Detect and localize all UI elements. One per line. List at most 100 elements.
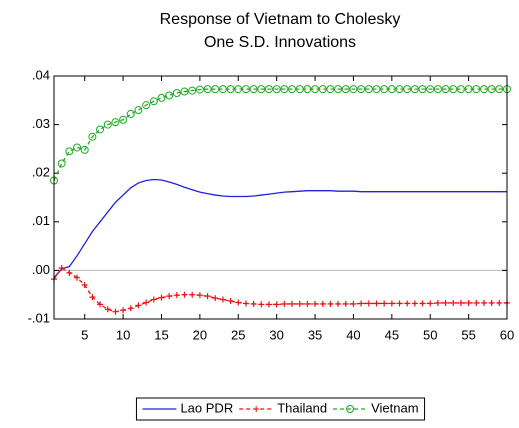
data-point — [303, 85, 312, 94]
y-tick-label: .04 — [32, 67, 50, 82]
legend-item: Lao PDR — [142, 400, 233, 415]
data-point — [89, 294, 96, 301]
legend-label: Lao PDR — [180, 400, 233, 415]
data-point — [74, 274, 81, 281]
data-point — [265, 301, 272, 308]
y-tick-label: -.01 — [28, 310, 50, 325]
data-point — [235, 299, 242, 306]
data-point — [426, 85, 435, 94]
data-point — [189, 291, 196, 298]
data-point — [126, 109, 135, 118]
data-point — [487, 85, 496, 94]
data-point — [234, 85, 243, 94]
data-point — [226, 85, 235, 94]
legend-label: Vietnam — [371, 400, 418, 415]
data-point — [120, 307, 127, 314]
x-tick-label: 15 — [154, 327, 168, 342]
x-tick-label: 35 — [308, 327, 322, 342]
data-point — [73, 143, 82, 152]
legend-item: Thailand — [239, 400, 327, 415]
data-point — [473, 299, 480, 306]
data-point — [97, 301, 104, 308]
data-point — [112, 308, 119, 315]
data-point — [372, 85, 381, 94]
data-point — [327, 300, 334, 307]
legend-label: Thailand — [277, 400, 327, 415]
x-tick-label: 50 — [423, 327, 437, 342]
x-tick-label: 30 — [269, 327, 283, 342]
legend-marker — [253, 406, 260, 412]
data-point — [365, 300, 372, 307]
data-point — [342, 300, 349, 307]
data-point — [119, 115, 128, 124]
data-point — [450, 299, 457, 306]
x-tick-label: 10 — [116, 327, 130, 342]
data-point — [403, 85, 412, 94]
data-point — [103, 120, 112, 129]
data-point — [135, 302, 142, 309]
data-point — [418, 85, 427, 94]
x-tick-label: 20 — [193, 327, 207, 342]
data-point — [433, 85, 442, 94]
y-tick-label: .03 — [32, 116, 50, 131]
data-point — [411, 300, 418, 307]
data-point — [264, 85, 273, 94]
data-point — [65, 147, 74, 156]
data-point — [149, 97, 158, 106]
data-point — [66, 269, 73, 276]
data-point — [57, 159, 66, 168]
data-point — [296, 300, 303, 307]
x-tick-label: 55 — [461, 327, 475, 342]
data-point — [464, 85, 473, 94]
data-point — [172, 89, 181, 98]
y-tick-label: .01 — [32, 213, 50, 228]
data-point — [479, 85, 488, 94]
data-point — [318, 85, 327, 94]
data-point — [203, 85, 212, 94]
data-point — [319, 300, 326, 307]
data-point — [81, 281, 88, 288]
data-point — [396, 300, 403, 307]
data-point — [58, 264, 65, 271]
x-tick-label: 25 — [231, 327, 245, 342]
data-point — [373, 300, 380, 307]
chart-subtitle: One S.D. Innovations — [204, 34, 356, 51]
data-point — [258, 301, 265, 308]
data-point — [358, 300, 365, 307]
data-point — [143, 299, 150, 306]
data-point — [219, 296, 226, 303]
data-point — [381, 300, 388, 307]
x-tick-label: 60 — [500, 327, 514, 342]
data-point — [334, 85, 343, 94]
data-point — [364, 85, 373, 94]
data-point — [341, 85, 350, 94]
data-point — [289, 300, 296, 307]
data-point — [456, 85, 465, 94]
data-point — [312, 300, 319, 307]
data-point — [204, 293, 211, 300]
data-point — [249, 85, 258, 94]
data-point — [495, 85, 504, 94]
data-point — [419, 300, 426, 307]
data-point — [257, 85, 266, 94]
legend-item: Vietnam — [333, 400, 419, 415]
data-point — [80, 145, 89, 154]
x-tick-label: 40 — [346, 327, 360, 342]
data-point — [227, 298, 234, 305]
data-point — [496, 299, 503, 306]
data-point — [196, 292, 203, 299]
data-point — [434, 299, 441, 306]
data-point — [273, 301, 280, 308]
data-point — [281, 300, 288, 307]
data-point — [472, 85, 481, 94]
data-point — [295, 85, 304, 94]
data-point — [88, 132, 97, 141]
data-point — [350, 300, 357, 307]
data-point — [427, 300, 434, 307]
data-point — [142, 101, 151, 110]
data-point — [157, 93, 166, 102]
data-point — [388, 300, 395, 307]
data-point — [166, 293, 173, 300]
data-point — [158, 294, 165, 301]
